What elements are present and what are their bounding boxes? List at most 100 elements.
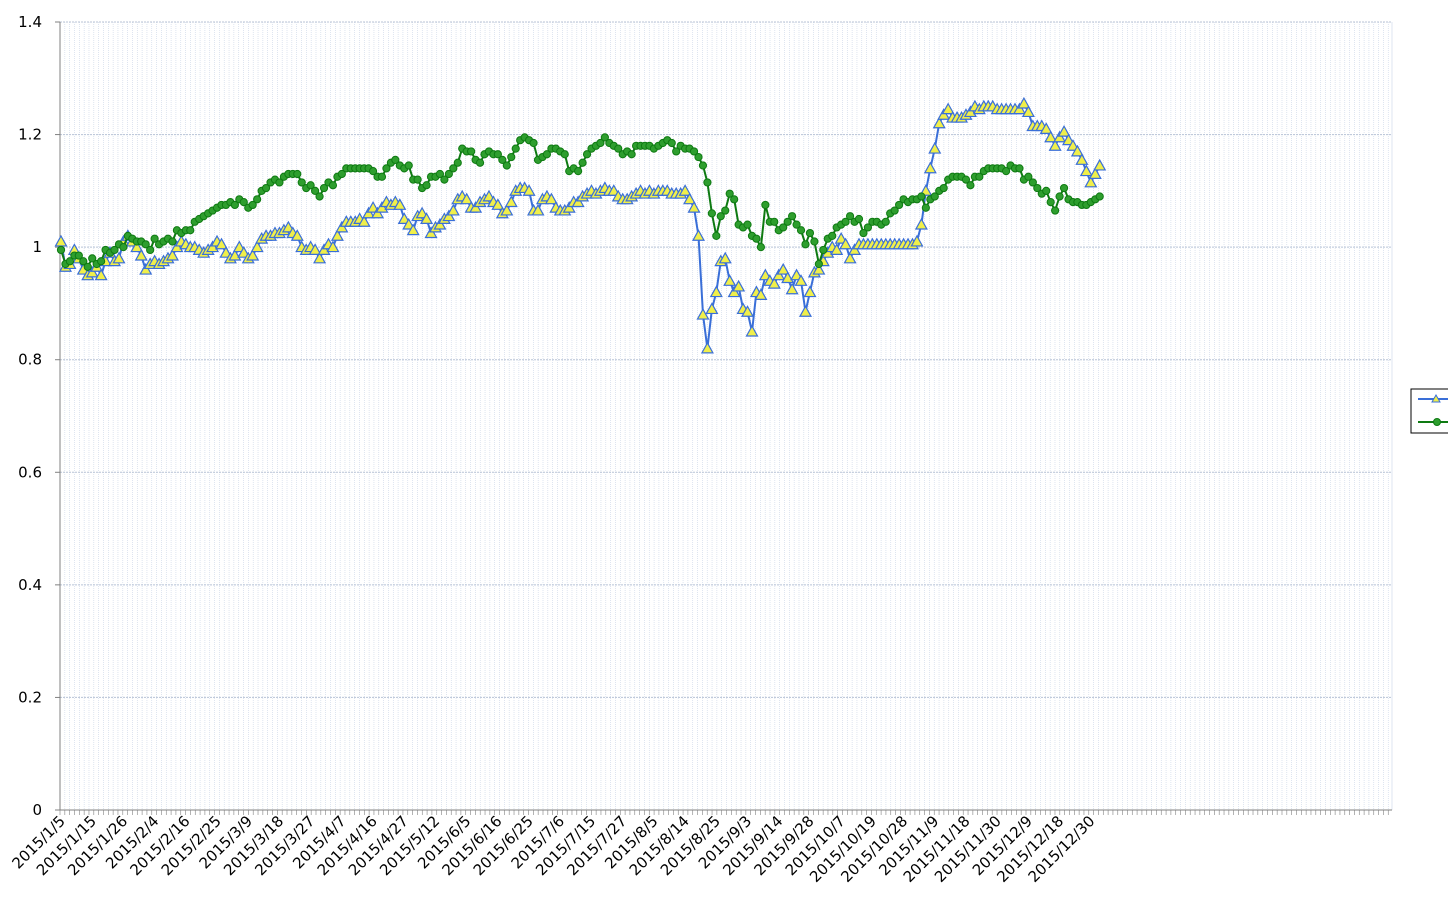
data-point (754, 288, 768, 300)
data-point (319, 183, 329, 193)
data-point (1053, 130, 1067, 143)
data-point (834, 231, 848, 244)
data-point (502, 161, 511, 170)
data-point (881, 217, 890, 226)
data-point (186, 226, 195, 235)
data-point (326, 240, 340, 253)
data-point (97, 257, 106, 266)
data-point (397, 212, 411, 224)
data-point (1061, 133, 1076, 146)
data-point (783, 217, 792, 226)
data-point (424, 226, 438, 239)
data-point (752, 234, 761, 243)
data-point (1048, 139, 1062, 151)
data-point (1039, 122, 1053, 134)
data-point (560, 150, 569, 159)
data-point (814, 259, 823, 269)
data-point (788, 212, 797, 221)
data-point (727, 285, 741, 298)
data-point (529, 138, 538, 148)
data-point (723, 274, 737, 286)
data-point (253, 195, 262, 204)
data-point (232, 240, 246, 253)
data-point (413, 175, 422, 184)
data-point (402, 217, 416, 230)
data-point (297, 178, 306, 187)
data-point (239, 198, 248, 207)
data-point (406, 223, 420, 236)
data-point (779, 223, 788, 232)
data-point (420, 212, 434, 224)
data-point (696, 307, 710, 320)
data-point (442, 209, 456, 222)
data-point (511, 144, 520, 153)
data-point (910, 234, 924, 247)
y-tick-label: 0.6 (18, 463, 42, 481)
data-point (921, 203, 930, 212)
data-point (854, 214, 864, 224)
data-point (362, 206, 376, 219)
data-point (248, 200, 257, 210)
y-tick-label: 0.8 (18, 351, 42, 369)
data-point (393, 198, 407, 210)
data-point (330, 229, 344, 241)
data-point (328, 181, 338, 190)
y-tick-label: 1 (32, 238, 42, 256)
data-point (1012, 102, 1026, 115)
data-point (770, 217, 779, 226)
data-point (1017, 96, 1031, 109)
data-point (1033, 183, 1042, 193)
data-point (805, 228, 815, 238)
data-point (500, 203, 514, 216)
data-point (691, 229, 706, 241)
data-point (895, 200, 904, 210)
data-point (230, 200, 239, 210)
data-point (863, 223, 872, 232)
data-point (1057, 125, 1071, 137)
data-point (574, 167, 583, 176)
data-point (562, 201, 576, 213)
data-point (219, 246, 233, 258)
data-point (522, 184, 536, 196)
data-point (507, 152, 516, 162)
data-point (440, 175, 449, 184)
data-point (843, 251, 857, 264)
data-point (311, 186, 320, 195)
series-2 (56, 133, 1104, 271)
data-point (1084, 175, 1098, 188)
data-point (828, 231, 837, 240)
data-point (614, 144, 623, 153)
data-point (168, 237, 177, 246)
data-point (391, 155, 400, 164)
data-point (914, 217, 928, 230)
data-point (712, 231, 721, 240)
data-point (830, 243, 844, 255)
data-point (150, 234, 159, 243)
data-point (859, 228, 868, 238)
data-point (357, 215, 371, 227)
data-point (939, 183, 948, 193)
data-point (1028, 178, 1037, 187)
data-point (469, 201, 483, 213)
data-point (937, 108, 951, 120)
data-point (705, 302, 719, 315)
data-point (139, 262, 153, 275)
data-point (65, 257, 75, 266)
legend-box (1410, 388, 1448, 434)
data-point (966, 181, 975, 190)
data-point (776, 262, 790, 275)
data-point (743, 220, 752, 229)
data-point (1015, 164, 1024, 173)
data-point (1095, 192, 1104, 201)
data-point (453, 158, 462, 167)
data-point (709, 285, 723, 298)
series-layer (54, 96, 1107, 354)
data-point (446, 203, 460, 216)
data-point (482, 189, 496, 202)
data-point (718, 251, 732, 264)
data-point (88, 254, 97, 263)
data-point (435, 169, 445, 179)
data-point (698, 161, 708, 170)
data-point (475, 158, 485, 167)
